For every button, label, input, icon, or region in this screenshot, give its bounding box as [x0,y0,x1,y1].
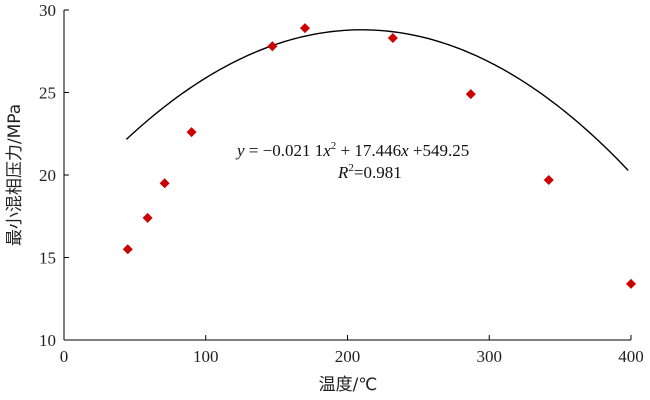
r2-r: R [337,163,349,182]
y-tick-label: 30 [39,1,56,20]
eq-sup2: 2 [331,140,337,152]
y-axis-title: 最小混相压力/MPa [5,104,25,246]
x-axis-title: 温度/℃ [319,375,378,395]
data-point [122,244,133,255]
ticks: 0 100 200 300 400 10 15 20 25 30 [39,1,644,366]
eq-coef: = −0.021 1 [245,141,324,160]
r2-sup: 2 [348,162,354,174]
y-tick-label: 25 [39,84,56,103]
data-point [465,89,476,100]
eq-x1: x [400,141,409,160]
data-point [543,174,554,185]
r2-value: =0.981 [354,163,402,182]
data-point [267,41,278,52]
data-point [626,278,636,289]
y-tick-label: 10 [39,331,56,350]
x-tick-label: 0 [60,347,69,366]
fit-layer [125,29,629,171]
x-tick-label: 200 [335,347,361,366]
data-point [142,212,153,223]
x-tick-label: 400 [618,347,644,366]
y-tick-label: 20 [39,166,56,185]
eq-c: +549.25 [409,141,470,160]
fit-equation: y = −0.021 1x2 + 17.446x +549.25 [235,140,469,160]
x-tick-label: 100 [193,347,219,366]
y-tick-label: 15 [39,249,56,268]
x-tick-label: 300 [477,347,503,366]
eq-y: y [235,141,245,160]
fit-curve [125,29,629,171]
data-point [159,178,170,189]
data-point [186,127,197,138]
data-point [299,23,310,34]
r-squared: R2=0.981 [337,162,402,182]
eq-x2: x [322,141,331,160]
data-point [387,33,398,44]
points-layer [122,23,636,289]
eq-b: + 17.446 [336,141,401,160]
